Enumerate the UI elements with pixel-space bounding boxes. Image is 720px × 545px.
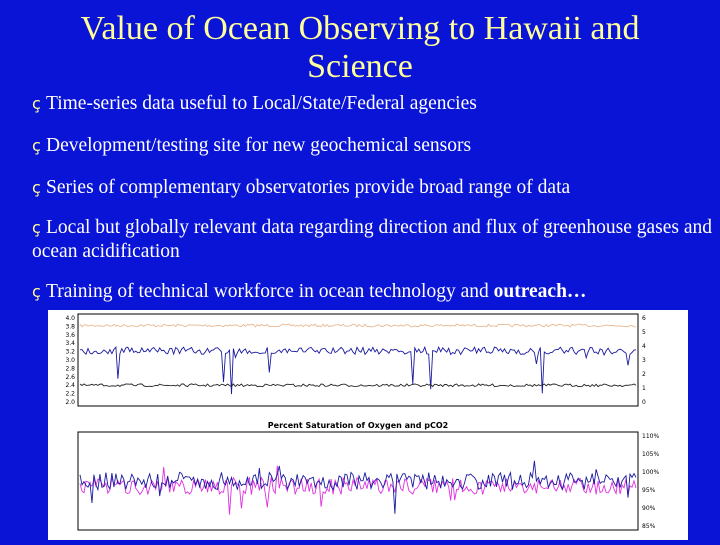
series-line <box>79 460 637 514</box>
plot-area <box>77 313 639 407</box>
series-line <box>79 345 637 395</box>
bullet-item: ç Development/testing site for new geoche… <box>32 134 712 158</box>
bullet-item: ç Local but globally relevant data regard… <box>32 216 712 264</box>
y-tick-label: 3.6 <box>65 332 75 339</box>
y2-tick-label: 5 <box>642 329 646 336</box>
y-tick-label: 4.0 <box>65 315 75 322</box>
bullet-marker: ç <box>32 218 41 237</box>
chart-title: Percent Saturation of Oxygen and pCO2 <box>268 421 448 430</box>
bullet-marker: ç <box>32 94 41 113</box>
y-tick-label: 3.0 <box>65 357 75 364</box>
bullet-marker: ç <box>32 282 41 301</box>
bullet-marker: ç <box>32 136 41 155</box>
y2-tick-label: 4 <box>642 343 646 350</box>
y2-tick-label: 85% <box>642 523 656 530</box>
series-line <box>79 383 637 388</box>
bullet-text: Development/testing site for new geochem… <box>46 135 472 156</box>
y-tick-label: 2.0 <box>65 399 75 406</box>
bullet-text: Time-series data useful to Local/State/F… <box>46 93 477 114</box>
y2-tick-label: 0 <box>642 399 646 406</box>
bullet-bold-text: outreach… <box>493 281 587 302</box>
y-tick-label: 2.6 <box>65 374 75 381</box>
bullet-text: Local but globally relevant data regardi… <box>32 217 713 262</box>
bullet-text: Training of technical workforce in ocean… <box>46 281 494 302</box>
y2-tick-label: 6 <box>642 315 646 322</box>
y2-tick-label: 105% <box>642 451 659 458</box>
series-line <box>79 323 636 328</box>
bullet-text: Series of complementary observatories pr… <box>46 177 571 198</box>
y-tick-label: 3.8 <box>65 323 75 330</box>
y2-tick-label: 2 <box>642 371 646 378</box>
slide-title: Value of Ocean Observing to Hawaii and S… <box>80 10 640 85</box>
bullet-item: ç Time-series data useful to Local/State/… <box>32 92 712 116</box>
y2-tick-label: 90% <box>642 505 656 512</box>
series-line <box>79 465 637 515</box>
y2-tick-label: 1 <box>642 385 646 392</box>
y-tick-label: 3.2 <box>65 349 75 356</box>
y2-tick-label: 110% <box>642 433 659 440</box>
bullet-item: ç Series of complementary observatories p… <box>32 176 712 200</box>
y-tick-label: 3.4 <box>65 340 75 347</box>
y2-tick-label: 3 <box>642 357 646 364</box>
chart-panel: 4.0 3.8 3.6 3.4 3.2 3.0 2.8 2.6 2.4 2.2 2.0 6 5 4 3 2 1 0… <box>48 310 688 540</box>
y2-tick-label: 95% <box>642 487 656 494</box>
bullet-marker: ç <box>32 178 41 197</box>
y-tick-label: 2.2 <box>65 391 75 398</box>
bullet-item: ç Training of technical workforce in ocea… <box>32 280 712 304</box>
y-tick-label: 2.8 <box>65 365 75 372</box>
y2-tick-label: 100% <box>642 469 659 476</box>
time-series-charts: 4.03.83.63.43.23.02.82.62.42.22.06543210… <box>65 313 659 531</box>
y-tick-label: 2.4 <box>65 382 75 389</box>
